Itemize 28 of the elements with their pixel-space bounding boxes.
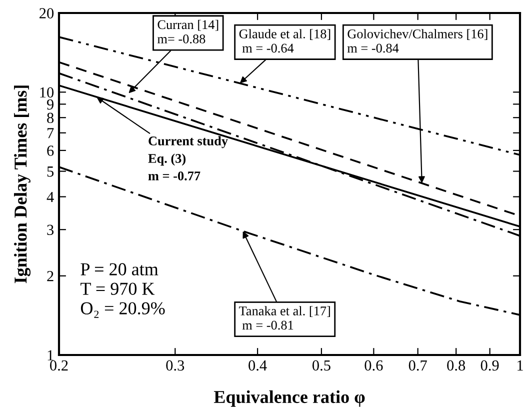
annotation: Current study Eq. (3) m = -0.77 — [148, 136, 228, 180]
y-tick-label: 4 — [46, 192, 54, 202]
x-tick-label: 0.6 — [364, 360, 383, 371]
x-tick-label: 0.3 — [166, 360, 184, 371]
x-tick-label: 1 — [518, 360, 523, 370]
annotation: P = 20 atm T = 970 K O₂ = 20.9% — [80, 263, 165, 318]
y-tick-label: 6 — [47, 146, 54, 156]
y-tick-label: 9 — [46, 99, 54, 110]
y-tick-label: 8 — [47, 112, 54, 124]
x-tick-label: 0.8 — [447, 360, 466, 371]
y-tick-label: 20 — [40, 8, 54, 18]
y-tick-label: 7 — [48, 128, 54, 138]
annotation: Glaude et al. [18] m = -0.64 — [239, 29, 330, 53]
y-tick-label: 2 — [47, 271, 54, 282]
x-tick-label: 0.5 — [312, 360, 330, 371]
x-tick-label: 0.7 — [408, 360, 427, 371]
y-tick-label: 10 — [40, 87, 54, 98]
x-tick-label: 0.9 — [480, 360, 499, 371]
x-tick-label: 0.4 — [248, 360, 267, 371]
annotation: Tanaka et al. [17] m = -0.81 — [239, 306, 330, 330]
y-tick-label: 1 — [48, 350, 54, 360]
y-tick-label: 5 — [47, 166, 54, 177]
x-tick-label: 0.2 — [50, 360, 68, 371]
x-axis-title: Equivalence ratio φ — [214, 390, 365, 407]
annotation: Curran [14] m= -0.88 — [157, 20, 218, 44]
y-tick-label: 3 — [47, 224, 54, 236]
y-axis-title: Ignition Delay Times [ms] — [14, 86, 31, 284]
annotation: Golovichev/Chalmers [16] m = -0.84 — [347, 29, 488, 53]
